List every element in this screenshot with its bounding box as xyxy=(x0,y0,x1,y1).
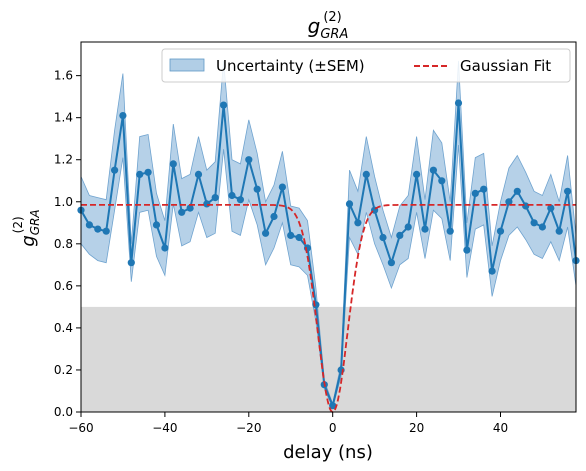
y-tick-label: 1.0 xyxy=(54,195,73,209)
data-point xyxy=(295,233,303,242)
data-line-layer xyxy=(80,102,577,410)
data-point xyxy=(303,244,312,252)
data-points-layer xyxy=(77,99,580,410)
data-point xyxy=(421,225,429,233)
data-point xyxy=(169,160,177,168)
data-point xyxy=(119,112,127,120)
data-point xyxy=(387,259,395,267)
plot-frame xyxy=(80,41,577,413)
chart-title-sup: (2) xyxy=(323,10,341,25)
data-point xyxy=(203,200,211,208)
chart-title-sub: GRA xyxy=(320,27,348,42)
data-point xyxy=(379,233,387,242)
data-point xyxy=(513,187,521,195)
data-point xyxy=(530,219,538,227)
data-point xyxy=(94,225,102,233)
data-point xyxy=(454,99,463,107)
data-point xyxy=(413,170,421,178)
y-axis-label-base: g xyxy=(18,235,39,246)
data-point xyxy=(429,166,437,174)
data-point xyxy=(245,156,253,164)
legend-swatch-uncertainty xyxy=(169,58,205,72)
x-tick-label: −40 xyxy=(152,421,177,435)
data-point xyxy=(488,267,496,275)
data-point xyxy=(480,185,488,193)
data-point xyxy=(236,196,244,204)
data-point xyxy=(471,189,479,197)
y-tick-label: 0.2 xyxy=(54,363,73,377)
data-line xyxy=(80,102,577,410)
data-point xyxy=(496,227,505,235)
y-axis-label: gGRA(2) xyxy=(11,209,42,246)
data-point xyxy=(505,198,513,206)
data-point xyxy=(186,204,194,212)
y-tick-label: 0.0 xyxy=(54,405,73,419)
data-point xyxy=(211,194,219,202)
fit-layer xyxy=(81,203,576,413)
y-tick-label: 0.8 xyxy=(54,237,73,251)
x-tick-label: 20 xyxy=(409,421,424,435)
y-axis-label-sub: GRA xyxy=(28,209,42,235)
data-point xyxy=(287,231,295,239)
data-point xyxy=(228,191,236,200)
data-point xyxy=(463,246,471,254)
legend: Uncertainty (±SEM) Gaussian Fit xyxy=(161,48,571,83)
y-tick-label: 1.2 xyxy=(54,153,73,167)
data-point xyxy=(136,170,144,178)
data-point xyxy=(270,212,278,221)
data-point xyxy=(102,227,110,235)
data-point xyxy=(438,177,446,185)
legend-box xyxy=(161,48,571,83)
data-point xyxy=(278,183,286,191)
data-point xyxy=(446,227,454,235)
data-point xyxy=(362,170,370,178)
data-point xyxy=(85,221,93,229)
y-axis-label-sup: (2) xyxy=(11,216,25,233)
data-point xyxy=(194,170,203,178)
data-point xyxy=(127,259,135,267)
data-point xyxy=(396,231,404,239)
data-point xyxy=(547,204,555,212)
data-point xyxy=(404,223,412,231)
legend-label-uncertainty: Uncertainty (±SEM) xyxy=(216,57,365,75)
x-axis-ticks: −60 −40 −20 0 20 40 xyxy=(68,412,508,435)
data-point xyxy=(152,221,161,229)
data-point xyxy=(538,223,547,231)
data-point xyxy=(220,101,228,109)
x-tick-label: −20 xyxy=(236,421,261,435)
data-point xyxy=(329,402,337,410)
data-point xyxy=(144,168,152,176)
data-point xyxy=(111,166,119,174)
chart-title-base: g xyxy=(308,14,321,38)
data-point xyxy=(253,185,261,193)
gaussian-fit-line xyxy=(81,203,576,413)
data-point xyxy=(161,244,169,252)
x-axis-label: delay (ns) xyxy=(283,442,373,463)
y-axis-ticks: 0.0 0.2 0.4 0.6 0.8 1.0 1.2 1.4 1.6 xyxy=(54,69,81,419)
data-point xyxy=(345,200,354,208)
chart-title: gGRA (2) xyxy=(308,10,349,42)
data-point xyxy=(178,208,186,216)
data-point xyxy=(354,219,362,227)
data-point xyxy=(262,229,270,237)
y-tick-label: 0.4 xyxy=(54,321,73,335)
svg-text:gGRA(2): gGRA(2) xyxy=(11,209,42,246)
x-tick-label: −60 xyxy=(68,421,93,435)
data-point xyxy=(522,202,530,210)
data-point xyxy=(555,227,563,235)
y-tick-label: 1.4 xyxy=(54,111,73,125)
y-tick-label: 1.6 xyxy=(54,69,73,83)
data-point xyxy=(564,187,572,195)
y-tick-label: 0.6 xyxy=(54,279,73,293)
x-tick-label: 40 xyxy=(493,421,508,435)
legend-label-fit: Gaussian Fit xyxy=(460,57,551,75)
x-tick-label: 0 xyxy=(329,421,337,435)
